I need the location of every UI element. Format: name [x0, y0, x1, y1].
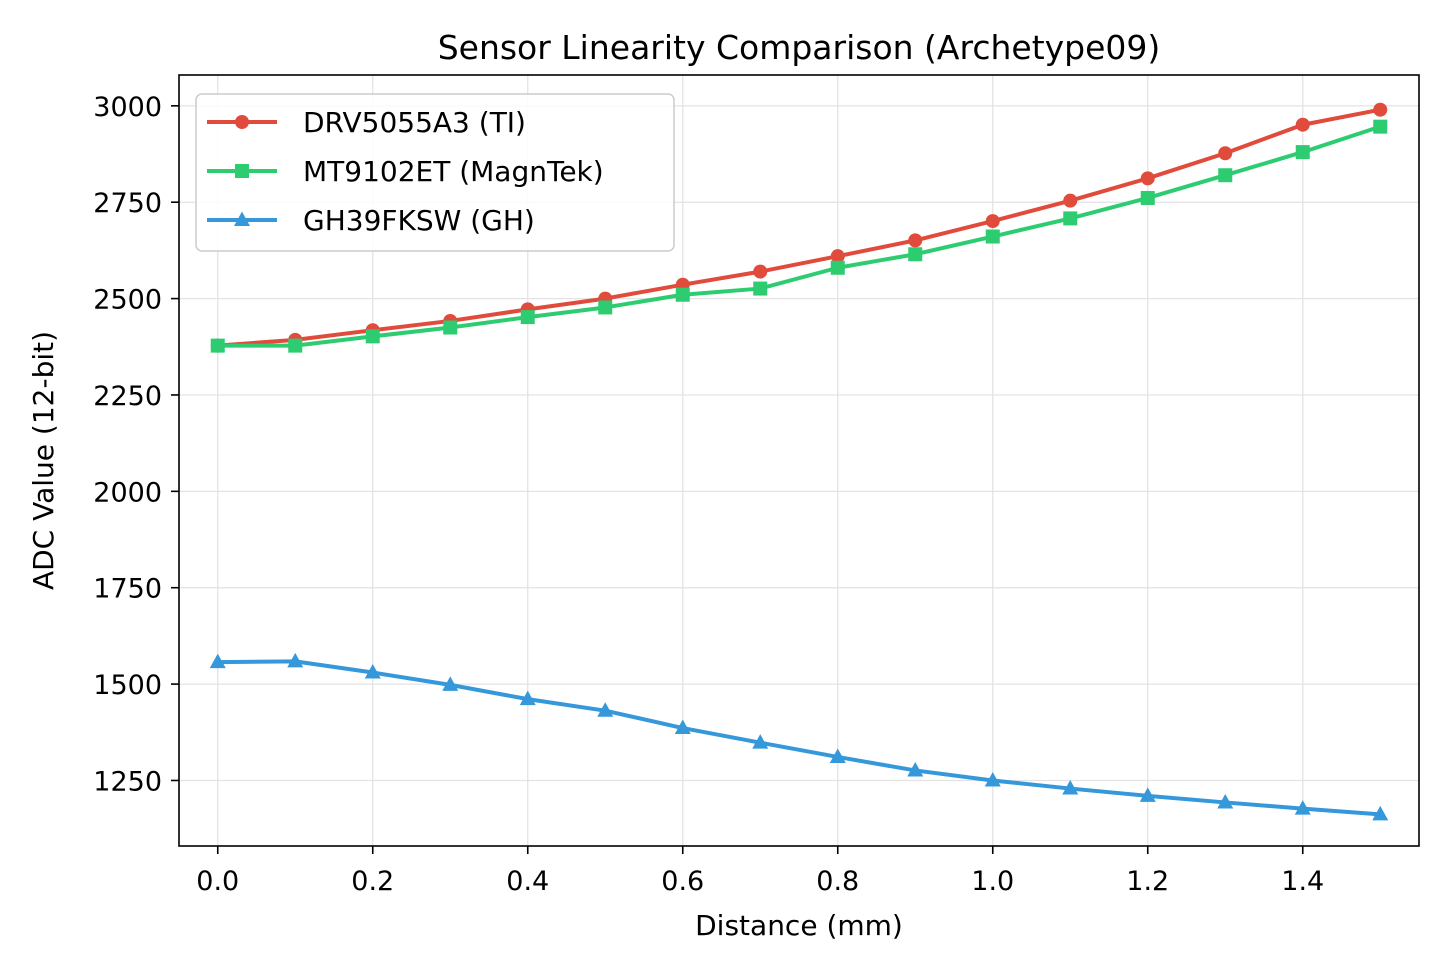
data-point-square — [753, 281, 768, 296]
data-point-square — [288, 338, 303, 353]
x-axis-title: Distance (mm) — [695, 909, 903, 942]
legend-label: MT9102ET (MagnTek) — [303, 155, 604, 188]
data-point-circle — [908, 233, 923, 248]
data-point-circle — [235, 115, 249, 129]
data-point-square — [235, 164, 249, 178]
legend-label: DRV5055A3 (TI) — [303, 106, 526, 139]
data-point-circle — [1295, 117, 1310, 132]
y-tick-label: 2250 — [93, 381, 162, 412]
legend: DRV5055A3 (TI) MT9102ET (MagnTek) GH39FKSW… — [195, 93, 675, 252]
y-tick-label: 1250 — [93, 766, 162, 797]
series-layer — [209, 102, 1389, 821]
y-tick-label: 1750 — [93, 574, 162, 605]
x-tick-label: 1.4 — [1281, 866, 1324, 897]
data-point-circle — [985, 214, 1000, 229]
data-point-triangle — [364, 664, 381, 679]
x-tick-label: 0.6 — [661, 866, 704, 897]
y-axis-title: ADC Value (12-bit) — [27, 331, 60, 590]
series-line — [215, 124, 1383, 348]
data-point-circle — [753, 264, 768, 279]
data-point-square — [1295, 145, 1310, 160]
data-point-triangle — [907, 761, 924, 777]
x-tick-label: 0.4 — [506, 866, 549, 897]
data-point-square — [1373, 119, 1388, 134]
series-line — [215, 659, 1383, 817]
y-tick-label: 3000 — [93, 92, 162, 123]
data-point-triangle — [519, 690, 536, 706]
axis-ticks: 0.0 0.2 0.4 0.6 0.8 1.0 1.2 1.4 1250 1500 1750 2000… — [93, 92, 1324, 897]
legend-item-1: DRV5055A3 (TI) — [207, 106, 526, 139]
data-point-square — [985, 229, 1000, 244]
data-point-circle — [1063, 193, 1078, 208]
data-point-triangle — [829, 748, 846, 763]
series-2 — [210, 119, 1388, 353]
data-point-square — [1218, 168, 1233, 183]
legend-item-3: GH39FKSW (GH) — [207, 204, 535, 237]
series-line — [215, 107, 1383, 348]
data-point-triangle — [209, 653, 226, 669]
data-point-square — [365, 329, 380, 344]
data-point-triangle — [1217, 793, 1234, 809]
data-point-triangle — [287, 652, 304, 668]
x-tick-label: 0.8 — [816, 866, 859, 897]
data-point-square — [830, 260, 845, 275]
y-tick-label: 2000 — [93, 477, 162, 508]
data-point-triangle — [1139, 787, 1156, 802]
data-point-circle — [830, 249, 845, 264]
data-point-triangle — [984, 771, 1001, 787]
data-point-square — [1140, 190, 1155, 205]
data-point-triangle — [442, 676, 459, 691]
data-point-triangle — [1294, 800, 1311, 815]
data-point-triangle — [1372, 805, 1389, 821]
x-tick-label: 1.0 — [971, 866, 1014, 897]
data-point-circle — [1218, 146, 1233, 161]
data-point-triangle — [1062, 780, 1079, 795]
x-tick-label: 0.2 — [351, 866, 394, 897]
x-tick-label: 0.0 — [196, 866, 239, 897]
chart-title: Sensor Linearity Comparison (Archetype09… — [438, 28, 1161, 67]
data-point-square — [520, 310, 535, 325]
data-point-square — [908, 247, 923, 262]
y-tick-label: 2500 — [93, 285, 162, 316]
data-point-triangle — [752, 734, 769, 749]
data-point-square — [598, 300, 613, 315]
y-tick-label: 1500 — [93, 670, 162, 701]
data-point-square — [443, 320, 458, 335]
data-point-circle — [1373, 102, 1388, 117]
legend-box — [195, 93, 675, 252]
series-3 — [209, 652, 1389, 821]
data-point-triangle — [674, 719, 691, 735]
y-tick-label: 2750 — [93, 188, 162, 219]
data-point-triangle — [597, 702, 614, 717]
data-point-square — [675, 287, 690, 302]
data-point-square — [1063, 211, 1078, 226]
x-tick-label: 1.2 — [1126, 866, 1169, 897]
legend-item-2: MT9102ET (MagnTek) — [207, 155, 604, 188]
plot-area-frame — [178, 74, 1420, 847]
legend-label: GH39FKSW (GH) — [303, 204, 535, 237]
data-point-circle — [1140, 171, 1155, 186]
data-point-triangle — [234, 211, 250, 226]
data-point-square — [210, 338, 225, 353]
